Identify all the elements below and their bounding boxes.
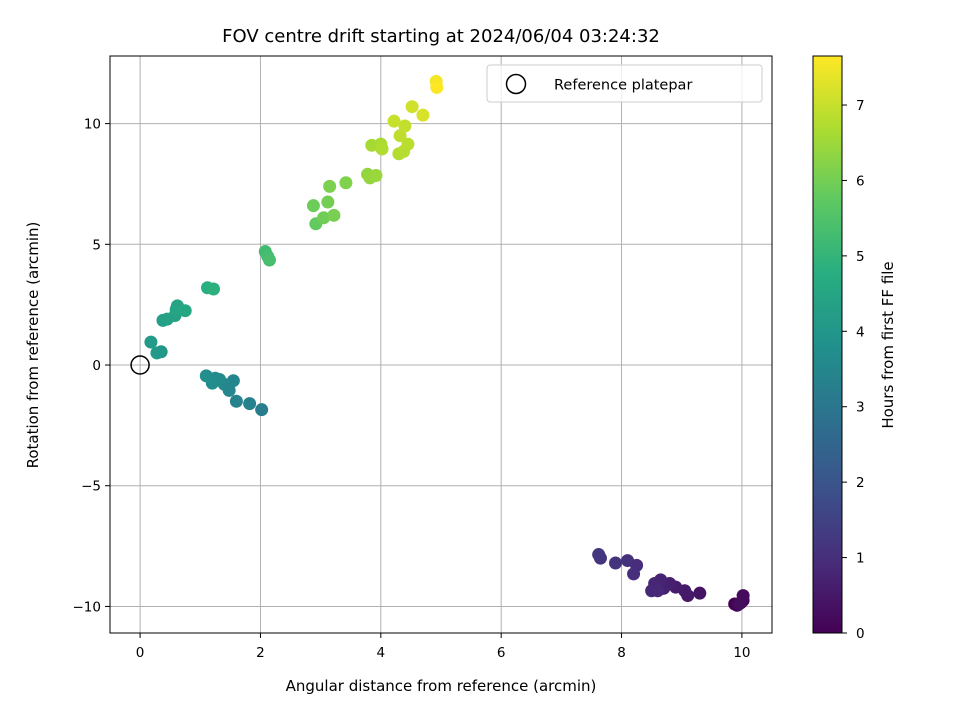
colorbar-tick-label: 4 [856,324,865,340]
data-point [398,119,412,133]
data-point [306,199,320,213]
x-tick-label: 6 [497,645,506,661]
y-tick-label: 10 [84,117,101,133]
x-tick-label: 2 [256,645,265,661]
colorbar-tick-label: 6 [856,173,865,189]
x-axis: 0 2 4 6 8 10 [136,633,751,661]
data-point [430,80,444,94]
data-point [255,403,269,417]
data-point [229,394,243,408]
colorbar-tick-label: 1 [856,551,865,567]
data-point [150,346,164,360]
y-tick-label: 5 [92,237,101,253]
data-point [369,169,383,183]
x-axis-label: Angular distance from reference (arcmin) [286,677,597,695]
y-tick-label: −5 [81,479,101,495]
data-point [178,304,192,318]
data-point [693,586,707,600]
colorbar-tick-label: 2 [856,475,865,491]
x-tick-label: 8 [617,645,626,661]
colorbar-tick-label: 7 [856,98,865,114]
colorbar-tick-label: 5 [856,249,865,265]
data-point [609,556,623,570]
grid-lines [110,56,772,633]
colorbar-ticks: 0 1 2 3 4 5 6 7 [842,98,865,642]
legend-box [486,64,763,103]
data-point [732,597,746,611]
data-point [262,253,276,267]
data-point [339,176,353,190]
legend-marker-icon [505,73,527,95]
data-point [323,179,337,193]
x-tick-label: 0 [136,645,145,661]
colorbar: 0 1 2 3 4 5 6 7 Hours from first FF file [812,55,897,642]
data-point [387,114,401,128]
data-point [592,548,606,562]
colorbar-gradient [812,55,843,634]
data-point [321,195,335,209]
legend-entry-label: Reference platepar [554,78,692,94]
y-tick-label: −10 [73,599,102,615]
x-tick-label: 10 [733,645,750,661]
y-axis-label: Rotation from reference (arcmin) [24,222,42,469]
legend: Reference platepar [486,64,763,103]
data-point [627,567,641,581]
y-axis: −10 −5 0 5 10 [73,117,110,615]
data-point [199,369,213,383]
data-point [317,211,331,225]
data-point [393,129,407,143]
colorbar-tick-label: 3 [856,400,865,416]
data-point [243,397,257,411]
data-point [327,208,341,222]
reference-platepar-marker [130,355,150,375]
chart-title: FOV centre drift starting at 2024/06/04 … [222,26,660,47]
data-point [405,100,419,114]
colorbar-tick-label: 0 [856,626,865,642]
data-point [621,554,635,568]
data-point [207,282,221,296]
y-tick-label: 0 [92,358,101,374]
colorbar-label: Hours from first FF file [879,261,897,428]
data-point [144,335,158,349]
data-point [375,142,389,156]
data-points [144,74,750,612]
data-point [651,584,665,598]
plot-frame [109,55,773,634]
x-tick-label: 4 [377,645,386,661]
data-point [401,137,415,151]
data-point [416,108,430,122]
